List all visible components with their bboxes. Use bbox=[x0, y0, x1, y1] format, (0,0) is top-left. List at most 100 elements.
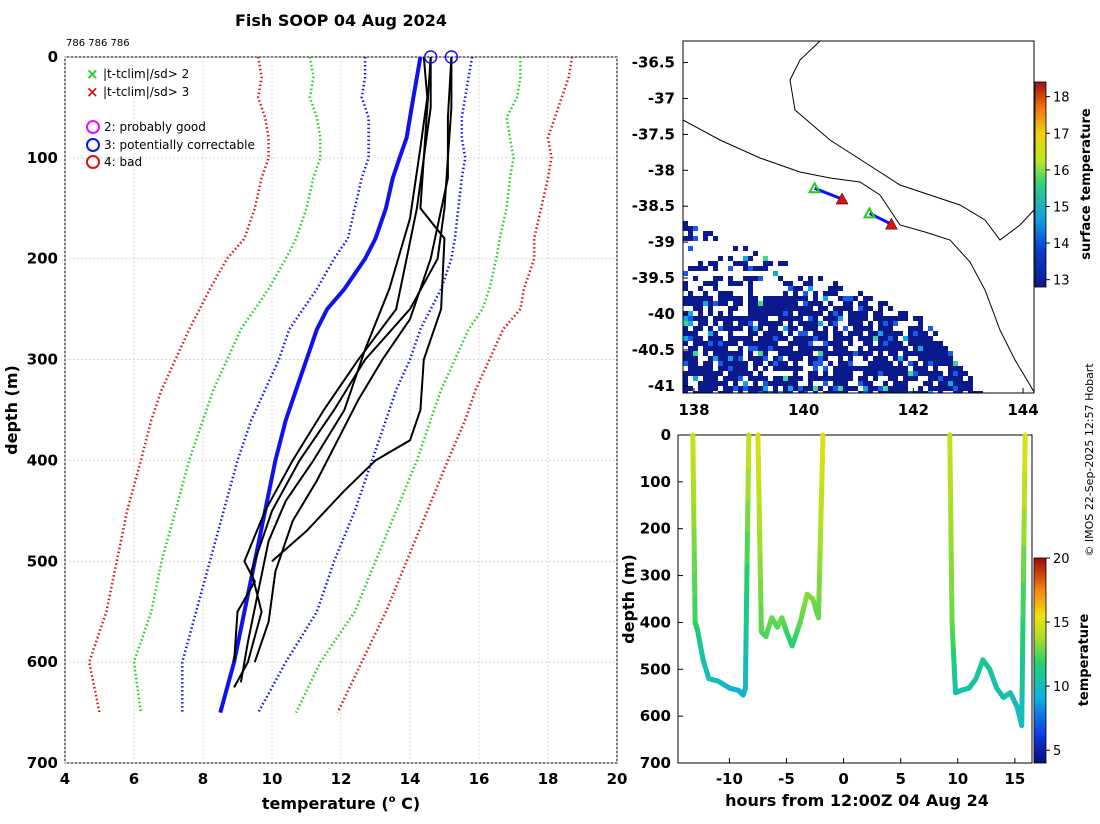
sst-cell bbox=[788, 316, 793, 321]
sst-cell bbox=[743, 341, 748, 346]
sst-cell bbox=[708, 361, 713, 366]
sst-cell bbox=[703, 296, 708, 301]
sst-cell bbox=[763, 296, 768, 301]
sst-cell bbox=[803, 311, 808, 316]
sst-cell bbox=[798, 346, 803, 351]
sst-cell bbox=[763, 331, 768, 336]
sst-cell bbox=[878, 336, 883, 341]
sst-cell bbox=[698, 371, 703, 376]
sst-cell bbox=[758, 376, 763, 381]
sst-cell bbox=[958, 386, 963, 391]
sst-cell bbox=[733, 366, 738, 371]
sst-cell bbox=[878, 351, 883, 356]
sst-cell bbox=[693, 296, 698, 301]
sst-cell bbox=[873, 356, 878, 361]
sst-cell bbox=[698, 261, 703, 266]
sst-cell bbox=[838, 316, 843, 321]
sst-cell bbox=[893, 356, 898, 361]
y-tick-label: 400 bbox=[27, 451, 58, 469]
sst-cell bbox=[738, 371, 743, 376]
sst-cell bbox=[848, 386, 853, 391]
sst-cell bbox=[803, 336, 808, 341]
sst-cell bbox=[808, 276, 813, 281]
sst-cell bbox=[753, 341, 758, 346]
sst-cell bbox=[808, 346, 813, 351]
sst-cell bbox=[773, 366, 778, 371]
map-y-tick-label: -39 bbox=[648, 233, 675, 251]
sst-cell bbox=[828, 311, 833, 316]
sst-cell bbox=[763, 306, 768, 311]
sst-cell bbox=[833, 321, 838, 326]
y-tick-label: 200 bbox=[27, 250, 58, 268]
sst-cell bbox=[698, 321, 703, 326]
sst-cell bbox=[718, 291, 723, 296]
sst-cell bbox=[733, 356, 738, 361]
sst-cell bbox=[793, 356, 798, 361]
sst-cell bbox=[908, 341, 913, 346]
sst-cell bbox=[863, 326, 868, 331]
sst-cell bbox=[953, 381, 958, 386]
sst-cell bbox=[888, 371, 893, 376]
sst-cell bbox=[818, 346, 823, 351]
sst-cell bbox=[703, 301, 708, 306]
sst-cell bbox=[763, 301, 768, 306]
sst-cell bbox=[743, 336, 748, 341]
sst-cell bbox=[903, 366, 908, 371]
sst-cell bbox=[898, 371, 903, 376]
sst-cell bbox=[688, 266, 693, 271]
sst-cell bbox=[823, 366, 828, 371]
sst-cell bbox=[758, 346, 763, 351]
sst-cell bbox=[693, 366, 698, 371]
sst-cell bbox=[863, 301, 868, 306]
sst-cell bbox=[748, 341, 753, 346]
sst-cell bbox=[923, 351, 928, 356]
sst-cell bbox=[968, 386, 973, 391]
sst-cell bbox=[903, 346, 908, 351]
sst-cell bbox=[823, 356, 828, 361]
sst-cell bbox=[698, 326, 703, 331]
sst-cell bbox=[683, 281, 688, 286]
sst-cell bbox=[803, 301, 808, 306]
sst-cell bbox=[803, 281, 808, 286]
ts-x-tick-label: -10 bbox=[716, 770, 743, 788]
sst-cell bbox=[733, 376, 738, 381]
sst-cell bbox=[793, 326, 798, 331]
sst-cell bbox=[833, 371, 838, 376]
sst-cell bbox=[833, 341, 838, 346]
sst-cell bbox=[693, 306, 698, 311]
sst-cell bbox=[778, 321, 783, 326]
sst-cell bbox=[813, 316, 818, 321]
sst-cell bbox=[948, 351, 953, 356]
sst-cell bbox=[913, 366, 918, 371]
sst-cell bbox=[713, 321, 718, 326]
sst-cell bbox=[723, 296, 728, 301]
sst-cell bbox=[773, 326, 778, 331]
sst-cell bbox=[833, 281, 838, 286]
sst-cell bbox=[793, 306, 798, 311]
sst-cell bbox=[848, 356, 853, 361]
sst-cell bbox=[793, 366, 798, 371]
sst-cell bbox=[688, 246, 693, 251]
sst-cell bbox=[883, 371, 888, 376]
sst-cell bbox=[863, 336, 868, 341]
sst-cell bbox=[808, 351, 813, 356]
sst-cell bbox=[828, 301, 833, 306]
sst-cell bbox=[818, 361, 823, 366]
sst-cell bbox=[738, 296, 743, 301]
sst-cell bbox=[728, 296, 733, 301]
sst-cell bbox=[813, 356, 818, 361]
sst-cell bbox=[738, 261, 743, 266]
sst-cell bbox=[728, 321, 733, 326]
sst-cell bbox=[873, 331, 878, 336]
sst-cell bbox=[783, 281, 788, 286]
sst-cell bbox=[793, 386, 798, 391]
sst-cell bbox=[968, 381, 973, 386]
sst-cell bbox=[893, 321, 898, 326]
sst-cell bbox=[693, 336, 698, 341]
sst-cell bbox=[838, 286, 843, 291]
sst-cell bbox=[713, 301, 718, 306]
sst-cell bbox=[883, 336, 888, 341]
sst-cell bbox=[893, 346, 898, 351]
sst-cell bbox=[878, 361, 883, 366]
